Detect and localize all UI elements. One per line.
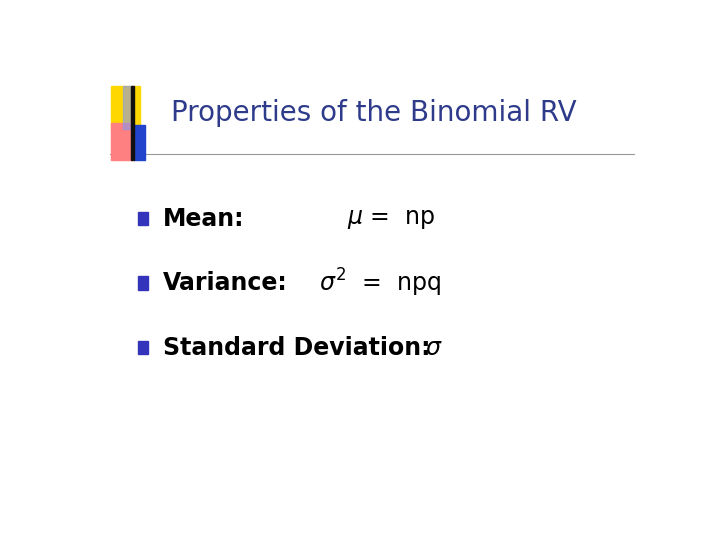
Text: $\sigma^2$  =  npq: $\sigma^2$ = npq [319, 267, 441, 299]
Text: Properties of the Binomial RV: Properties of the Binomial RV [171, 99, 577, 126]
Bar [138, 341, 148, 354]
Text: Standard Deviation:: Standard Deviation: [163, 335, 430, 360]
Text: Variance:: Variance: [163, 271, 287, 295]
Text: Mean:: Mean: [163, 207, 244, 231]
Bar [138, 276, 148, 290]
Text: $\sigma$: $\sigma$ [425, 335, 442, 360]
Bar [131, 85, 133, 160]
Bar [124, 85, 132, 129]
Bar [111, 85, 140, 129]
Text: $\mu$ =  np: $\mu$ = np [347, 207, 435, 231]
Bar [111, 123, 132, 160]
Bar [133, 125, 145, 160]
Bar [138, 212, 148, 225]
